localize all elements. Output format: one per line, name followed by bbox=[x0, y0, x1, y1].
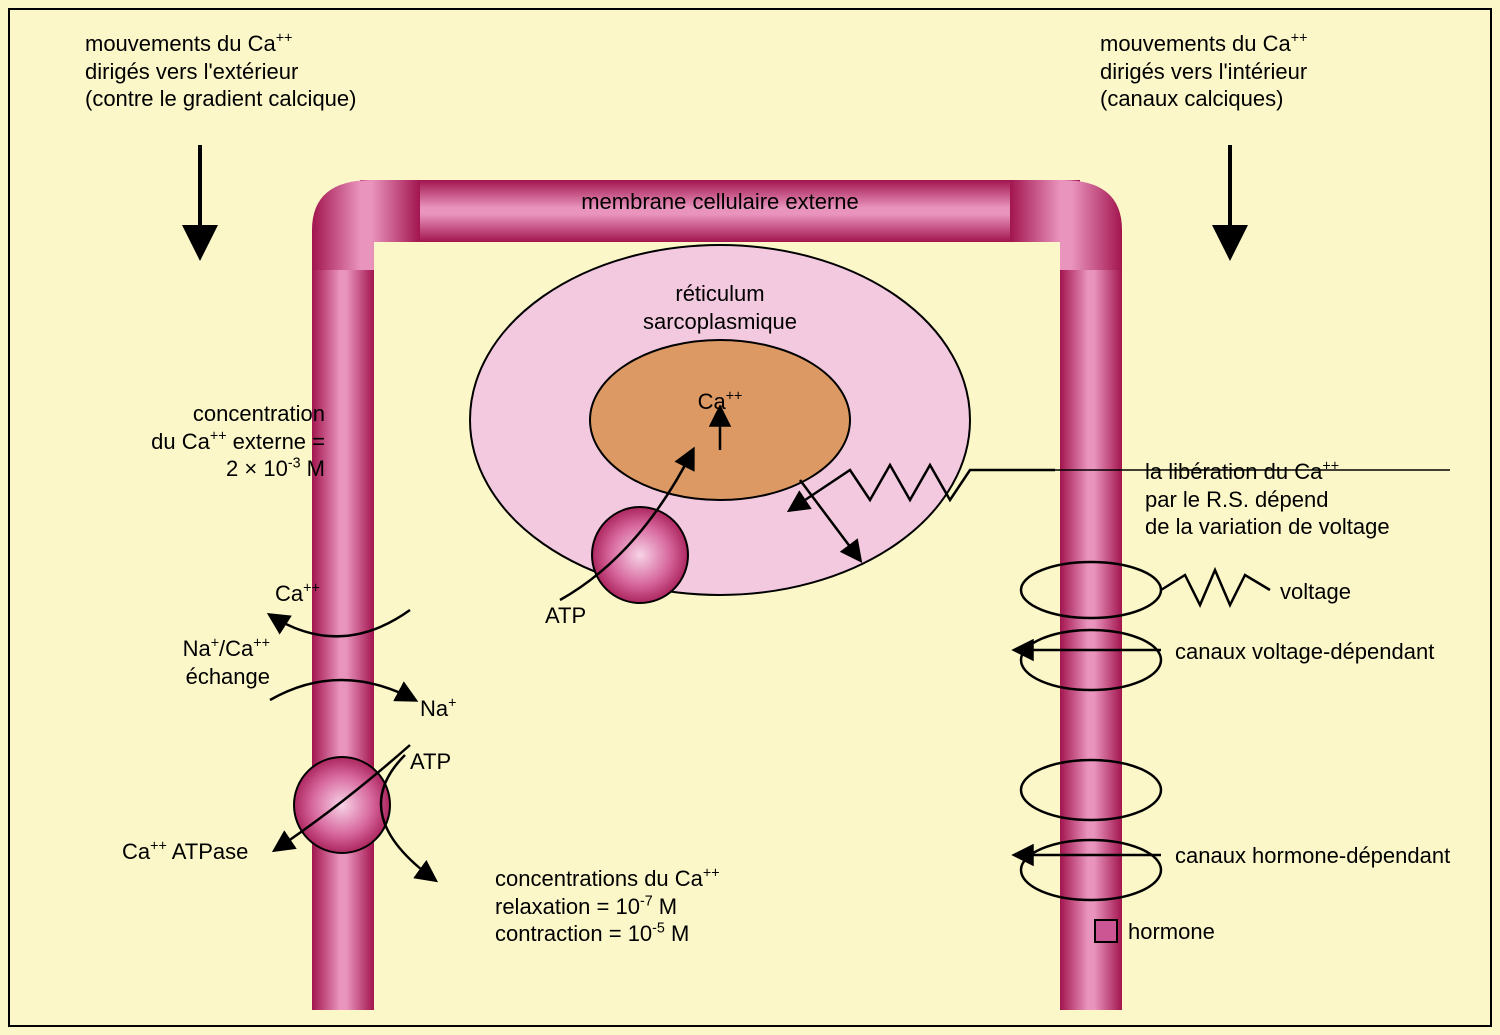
hormone-marker bbox=[1095, 920, 1117, 942]
atp-mem-label: ATP bbox=[410, 748, 451, 776]
right-title-line1: mouvements du Ca++ bbox=[1100, 31, 1307, 56]
voltage-channel-label: canaux voltage-dépendant bbox=[1175, 638, 1434, 666]
na-in-label: Na+ bbox=[420, 695, 456, 723]
sr-atp-pump bbox=[592, 507, 688, 603]
sr-core-label: Ca++ bbox=[660, 388, 780, 416]
voltage-channel-top bbox=[1021, 562, 1270, 618]
rs-release-label: la libération du Ca++ par le R.S. dépend… bbox=[1145, 458, 1390, 541]
right-title-line3: (canaux calciques) bbox=[1100, 86, 1283, 111]
right-title-line2: dirigés vers l'intérieur bbox=[1100, 59, 1307, 84]
hormone-label: hormone bbox=[1128, 918, 1215, 946]
membrane-label: membrane cellulaire externe bbox=[520, 188, 920, 216]
left-title: mouvements du Ca++ dirigés vers l'extéri… bbox=[85, 30, 356, 113]
ca-atpase-label: Ca++ ATPase bbox=[122, 838, 248, 866]
conc-int-label: concentrations du Ca++ relaxation = 10-7… bbox=[495, 865, 720, 948]
hormone-channel-label: canaux hormone-dépendant bbox=[1175, 842, 1450, 870]
conc-ext-label: concentration du Ca++ externe = 2 × 10-3… bbox=[95, 400, 325, 483]
ca-out-label: Ca++ bbox=[275, 580, 320, 608]
na-ca-exchange-label: Na+/Ca++ échange bbox=[90, 635, 270, 690]
sr-label: réticulum sarcoplasmique bbox=[600, 280, 840, 335]
left-title-line1: mouvements du Ca++ bbox=[85, 31, 292, 56]
left-title-line2: dirigés vers l'extérieur bbox=[85, 59, 298, 84]
membrane-atp-pump bbox=[294, 757, 390, 853]
right-title: mouvements du Ca++ dirigés vers l'intéri… bbox=[1100, 30, 1307, 113]
atp-sr-label: ATP bbox=[545, 602, 586, 630]
left-title-line3: (contre le gradient calcique) bbox=[85, 86, 356, 111]
voltage-label: voltage bbox=[1280, 578, 1351, 606]
